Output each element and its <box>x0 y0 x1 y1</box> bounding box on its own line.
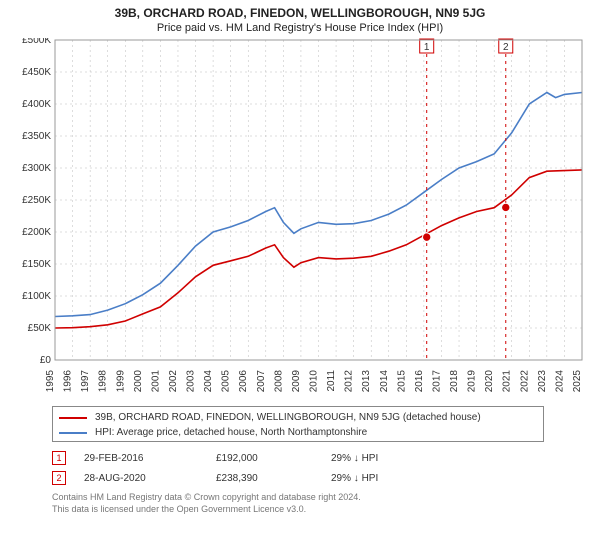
legend-swatch-property <box>59 417 87 419</box>
chart-container: 39B, ORCHARD ROAD, FINEDON, WELLINGBOROU… <box>0 0 600 515</box>
event-price: £238,390 <box>216 473 331 484</box>
svg-text:2020: 2020 <box>484 370 495 393</box>
event-badge: 1 <box>52 451 66 465</box>
svg-text:2024: 2024 <box>554 370 565 393</box>
svg-text:£0: £0 <box>40 355 52 366</box>
svg-text:£250K: £250K <box>22 195 51 206</box>
chart-subtitle: Price paid vs. HM Land Registry's House … <box>10 22 590 34</box>
chart-area: £0 £50K £100K £150K £200K £250K £300K £350K £400… <box>10 38 590 400</box>
svg-text:2022: 2022 <box>519 370 530 393</box>
footnote-line2: This data is licensed under the Open Gov… <box>52 504 590 516</box>
svg-text:1: 1 <box>424 42 430 53</box>
event-delta: 29% ↓ HPI <box>331 453 378 464</box>
svg-text:£150K: £150K <box>22 259 51 270</box>
svg-text:2010: 2010 <box>309 370 320 393</box>
legend-item-property: 39B, ORCHARD ROAD, FINEDON, WELLINGBOROU… <box>59 410 537 425</box>
legend-item-hpi: HPI: Average price, detached house, Nort… <box>59 425 537 440</box>
svg-text:2: 2 <box>503 42 509 53</box>
svg-text:1998: 1998 <box>98 370 109 393</box>
svg-text:2014: 2014 <box>379 370 390 393</box>
svg-text:2015: 2015 <box>396 370 407 393</box>
legend-label-property: 39B, ORCHARD ROAD, FINEDON, WELLINGBOROU… <box>95 412 481 423</box>
svg-text:2012: 2012 <box>344 370 355 393</box>
svg-text:£50K: £50K <box>28 323 52 334</box>
event-delta: 29% ↓ HPI <box>331 473 378 484</box>
svg-text:2011: 2011 <box>326 370 337 392</box>
legend: 39B, ORCHARD ROAD, FINEDON, WELLINGBOROU… <box>52 406 544 442</box>
svg-text:2018: 2018 <box>449 370 460 393</box>
legend-swatch-hpi <box>59 432 87 434</box>
event-price: £192,000 <box>216 453 331 464</box>
svg-text:2001: 2001 <box>150 370 161 393</box>
event-badge: 2 <box>52 471 66 485</box>
events-table: 1 29-FEB-2016£192,00029% ↓ HPI 2 28-AUG-202… <box>52 448 544 488</box>
svg-text:2002: 2002 <box>168 370 179 393</box>
svg-text:1997: 1997 <box>80 370 91 393</box>
svg-text:1996: 1996 <box>63 370 74 393</box>
event-date: 29-FEB-2016 <box>84 453 216 464</box>
event-date: 28-AUG-2020 <box>84 473 216 484</box>
svg-text:2003: 2003 <box>186 370 197 393</box>
svg-text:2007: 2007 <box>256 370 267 393</box>
svg-text:2016: 2016 <box>414 370 425 393</box>
svg-text:2006: 2006 <box>238 370 249 393</box>
svg-text:£400K: £400K <box>22 99 51 110</box>
svg-text:2025: 2025 <box>572 370 583 393</box>
svg-text:2023: 2023 <box>537 370 548 393</box>
svg-text:£350K: £350K <box>22 131 51 142</box>
footnote: Contains HM Land Registry data © Crown c… <box>52 492 590 515</box>
svg-text:2013: 2013 <box>361 370 372 393</box>
svg-text:1999: 1999 <box>115 370 126 393</box>
footnote-line1: Contains HM Land Registry data © Crown c… <box>52 492 590 504</box>
svg-text:2005: 2005 <box>221 370 232 393</box>
svg-text:2019: 2019 <box>467 370 478 393</box>
svg-text:2017: 2017 <box>431 370 442 393</box>
svg-text:2008: 2008 <box>273 370 284 393</box>
line-chart: £0 £50K £100K £150K £200K £250K £300K £350K £400… <box>10 38 590 400</box>
svg-text:2004: 2004 <box>203 370 214 393</box>
svg-text:2021: 2021 <box>502 370 513 393</box>
svg-text:£100K: £100K <box>22 291 51 302</box>
svg-text:1995: 1995 <box>45 370 56 393</box>
chart-title: 39B, ORCHARD ROAD, FINEDON, WELLINGBOROU… <box>10 6 590 20</box>
legend-label-hpi: HPI: Average price, detached house, Nort… <box>95 427 367 438</box>
svg-text:£200K: £200K <box>22 227 51 238</box>
svg-text:£300K: £300K <box>22 163 51 174</box>
svg-text:£450K: £450K <box>22 67 51 78</box>
svg-text:2000: 2000 <box>133 370 144 393</box>
svg-text:2009: 2009 <box>291 370 302 393</box>
event-row: 1 29-FEB-2016£192,00029% ↓ HPI <box>52 448 544 468</box>
event-row: 2 28-AUG-2020£238,39029% ↓ HPI <box>52 468 544 488</box>
svg-text:£500K: £500K <box>22 38 51 46</box>
